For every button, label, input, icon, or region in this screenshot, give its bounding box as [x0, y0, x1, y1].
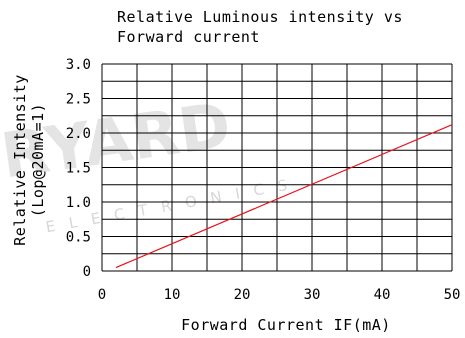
x-tick-label: 20	[234, 287, 251, 303]
y-tick-label: 1.0	[66, 195, 91, 211]
x-tick-label: 30	[304, 287, 321, 303]
series-line	[115, 124, 453, 269]
y-tick-label: 0	[83, 264, 91, 280]
x-tick-label: 50	[444, 287, 461, 303]
y-tick-label: 0.5	[66, 230, 91, 246]
y-tick-label: 1.5	[66, 161, 91, 177]
grid	[101, 63, 453, 272]
y-axis-label-line-1: Relative Intensity	[11, 74, 29, 246]
y-tick-label: 2.0	[66, 126, 91, 142]
y-tick-label: 2.5	[66, 92, 91, 108]
x-axis-label: Forward Current IF(mA)	[181, 316, 391, 334]
chart-title-line-2: Forward current	[117, 28, 260, 46]
tick-labels: 0 10 20 30 40 50 0 0.5 1.0 1.5 2.0 2.5 3.0	[66, 57, 461, 303]
series	[115, 124, 453, 269]
x-tick-label: 10	[164, 287, 181, 303]
chart-title-line-1: Relative Luminous intensity vs	[117, 8, 403, 26]
x-tick-label: 40	[374, 287, 391, 303]
x-tick-label: 0	[98, 287, 106, 303]
y-axis-label-line-2: (Lop@20mA=1)	[29, 103, 47, 217]
y-tick-label: 3.0	[66, 57, 91, 73]
